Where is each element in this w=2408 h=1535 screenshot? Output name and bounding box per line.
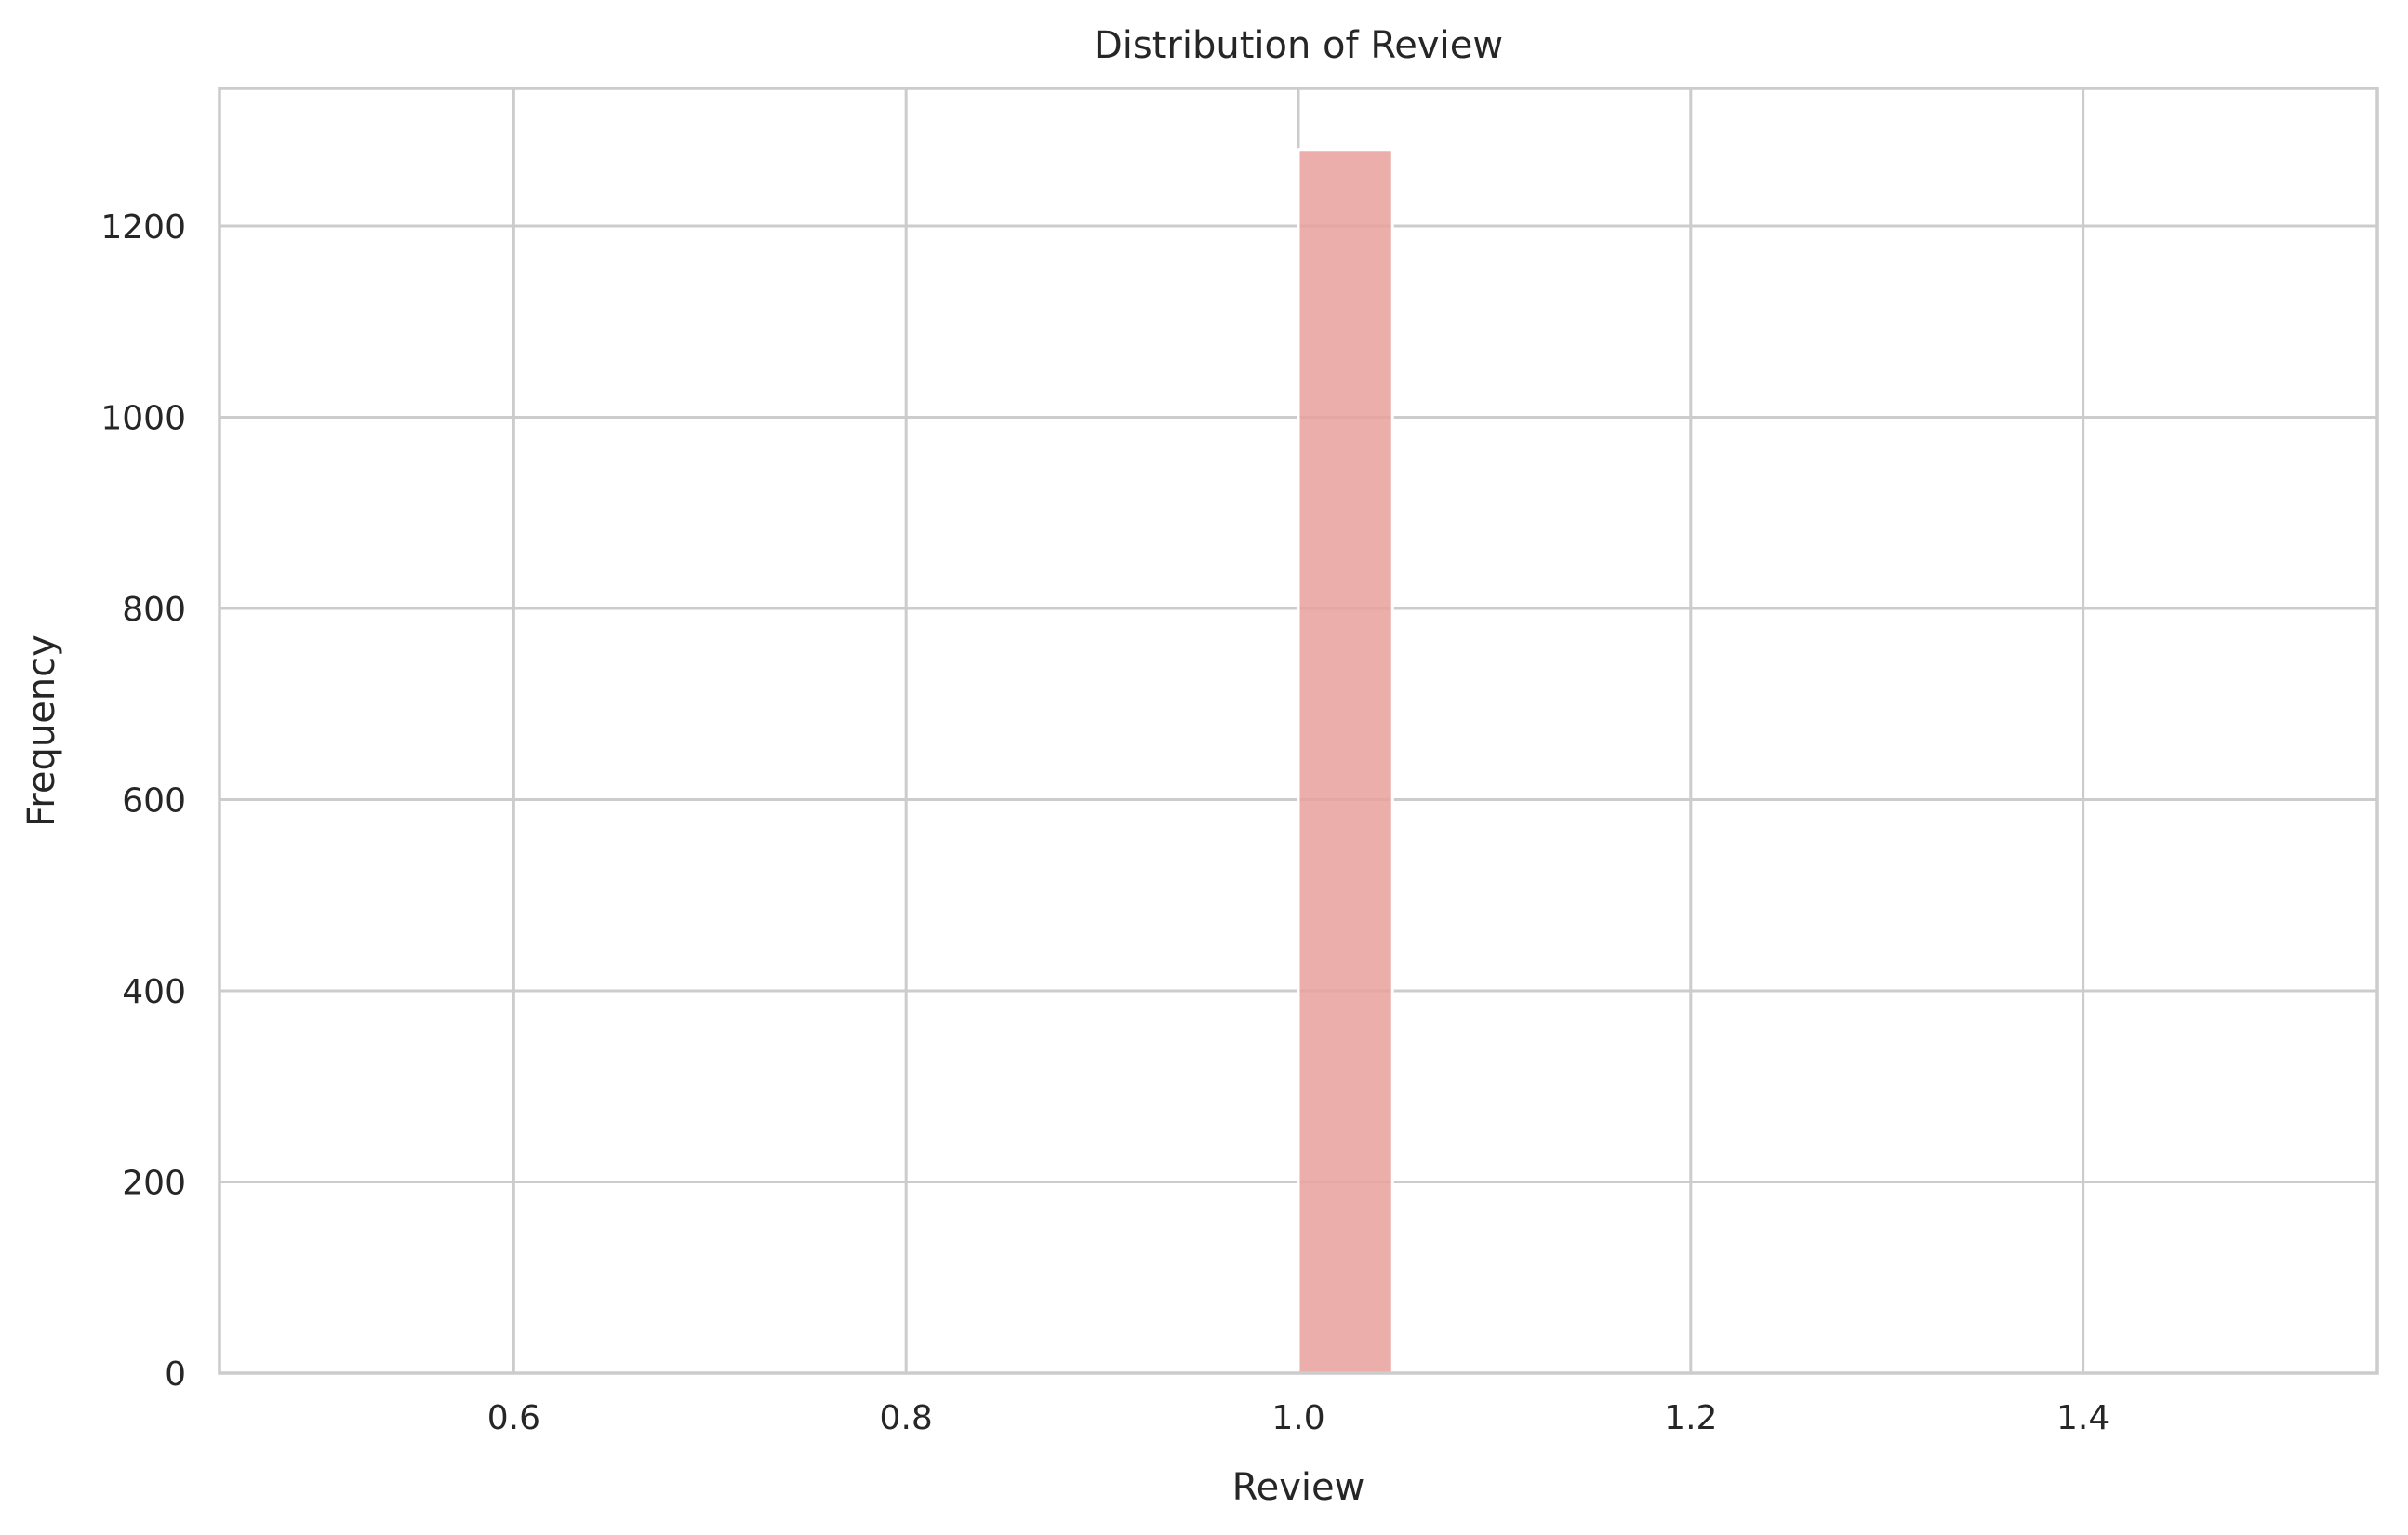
y-tick-label: 200 — [122, 1164, 186, 1202]
x-tick-label: 0.6 — [487, 1399, 540, 1437]
x-tick-label: 0.8 — [880, 1399, 933, 1437]
x-axis-label: Review — [1232, 1466, 1365, 1509]
histogram-bar — [1297, 148, 1394, 1375]
y-tick-labels: 0 200 400 600 800 1000 1200 — [100, 208, 186, 1394]
y-tick-label: 800 — [122, 591, 186, 629]
y-axis-label: Frequency — [20, 634, 63, 827]
x-tick-label: 1.4 — [2056, 1399, 2109, 1437]
bars — [1297, 148, 1394, 1375]
y-tick-label: 0 — [165, 1355, 186, 1394]
y-tick-label: 600 — [122, 781, 186, 820]
plot-frame — [218, 87, 2379, 1375]
x-tick-label: 1.0 — [1271, 1399, 1324, 1437]
x-tick-labels: 0.6 0.8 1.0 1.2 1.4 — [487, 1399, 2110, 1437]
x-tick-label: 1.2 — [1664, 1399, 1717, 1437]
y-tick-label: 400 — [122, 973, 186, 1011]
y-tick-label: 1000 — [100, 399, 186, 437]
y-tick-label: 1200 — [100, 208, 186, 247]
chart-title: Distribution of Review — [1094, 24, 1503, 67]
